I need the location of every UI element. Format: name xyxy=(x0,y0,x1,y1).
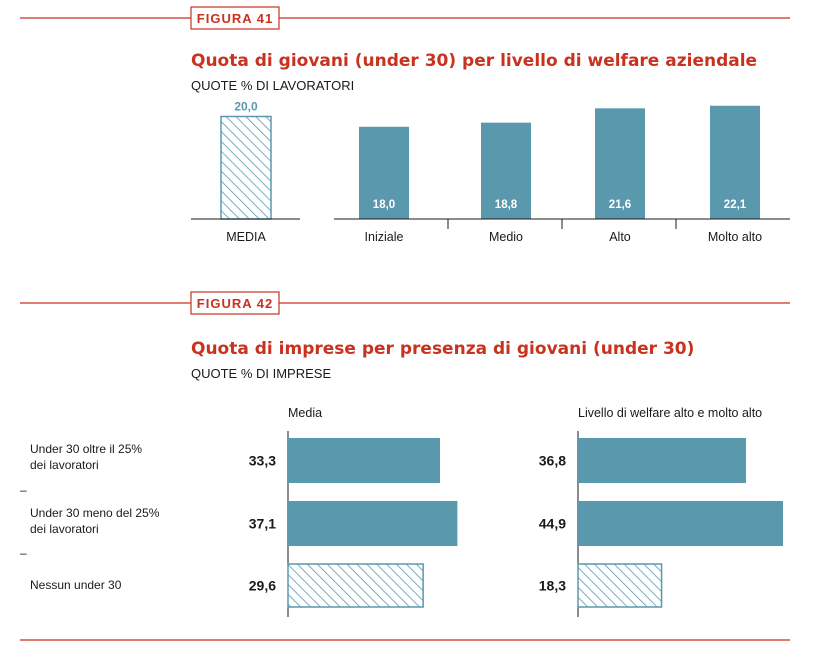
value-label-iniziale: 18,0 xyxy=(373,199,395,211)
category-label-alto: Alto xyxy=(609,230,631,244)
hbar-s0-r1 xyxy=(288,501,458,546)
hbar-s1-r0 xyxy=(578,438,746,483)
value-label-molto-alto: 22,1 xyxy=(724,199,747,211)
fig42-chart: Media 33,3 37,1 29,6 Livello di welfare alto… xyxy=(20,406,783,617)
series-header-1: Livello di welfare alto e molto alto xyxy=(578,406,762,420)
fig41-title: Quota di giovani (under 30) per livello … xyxy=(191,51,757,71)
series-header-0: Media xyxy=(288,406,322,420)
value-label-media: 20,0 xyxy=(234,100,258,114)
hbar-value-s1-r0: 36,8 xyxy=(539,453,566,469)
row-label-2-0: Nessun under 30 xyxy=(30,578,122,592)
hbar-s1-r2 xyxy=(577,563,663,608)
fig42-label: FIGURA 42 xyxy=(197,296,273,311)
hbar-value-s0-r0: 33,3 xyxy=(249,453,276,469)
row-label-0-0: Under 30 oltre il 25% xyxy=(30,442,142,456)
hbar-s0-r2 xyxy=(287,563,424,608)
fig42-title: Quota di imprese per presenza di giovani… xyxy=(191,339,694,359)
row-separator-0: – xyxy=(20,483,27,497)
fig41-subtitle: QUOTE % DI LAVORATORI xyxy=(191,78,354,93)
fig42-subtitle: QUOTE % DI IMPRESE xyxy=(191,366,331,381)
bar-molto-alto xyxy=(710,105,760,219)
bar-media xyxy=(220,115,272,220)
bar-medio xyxy=(481,122,531,219)
row-label-1-1: dei lavoratori xyxy=(30,522,99,536)
fig41-label: FIGURA 41 xyxy=(197,11,273,26)
hbar-value-s0-r1: 37,1 xyxy=(249,516,276,532)
row-separator-1: – xyxy=(20,546,27,560)
hbar-s1-r1 xyxy=(578,501,783,546)
hbar-s0-r0 xyxy=(288,438,441,483)
category-label-molto-alto: Molto alto xyxy=(708,230,762,244)
category-label-iniziale: Iniziale xyxy=(365,230,404,244)
hbar-value-s0-r2: 29,6 xyxy=(249,578,276,594)
category-label-media: MEDIA xyxy=(226,230,266,244)
row-label-0-1: dei lavoratori xyxy=(30,458,99,472)
value-label-alto: 21,6 xyxy=(609,199,631,211)
fig41-chart: 20,0 MEDIA 18,0 Iniziale 18,8 Medio 21,6 Alto 22… xyxy=(191,100,790,244)
hbar-value-s1-r1: 44,9 xyxy=(539,516,566,532)
bar-alto xyxy=(595,108,645,219)
row-label-1-0: Under 30 meno del 25% xyxy=(30,506,160,520)
bar-iniziale xyxy=(359,126,409,219)
value-label-medio: 18,8 xyxy=(495,199,518,211)
hbar-value-s1-r2: 18,3 xyxy=(539,578,566,594)
category-label-medio: Medio xyxy=(489,230,523,244)
